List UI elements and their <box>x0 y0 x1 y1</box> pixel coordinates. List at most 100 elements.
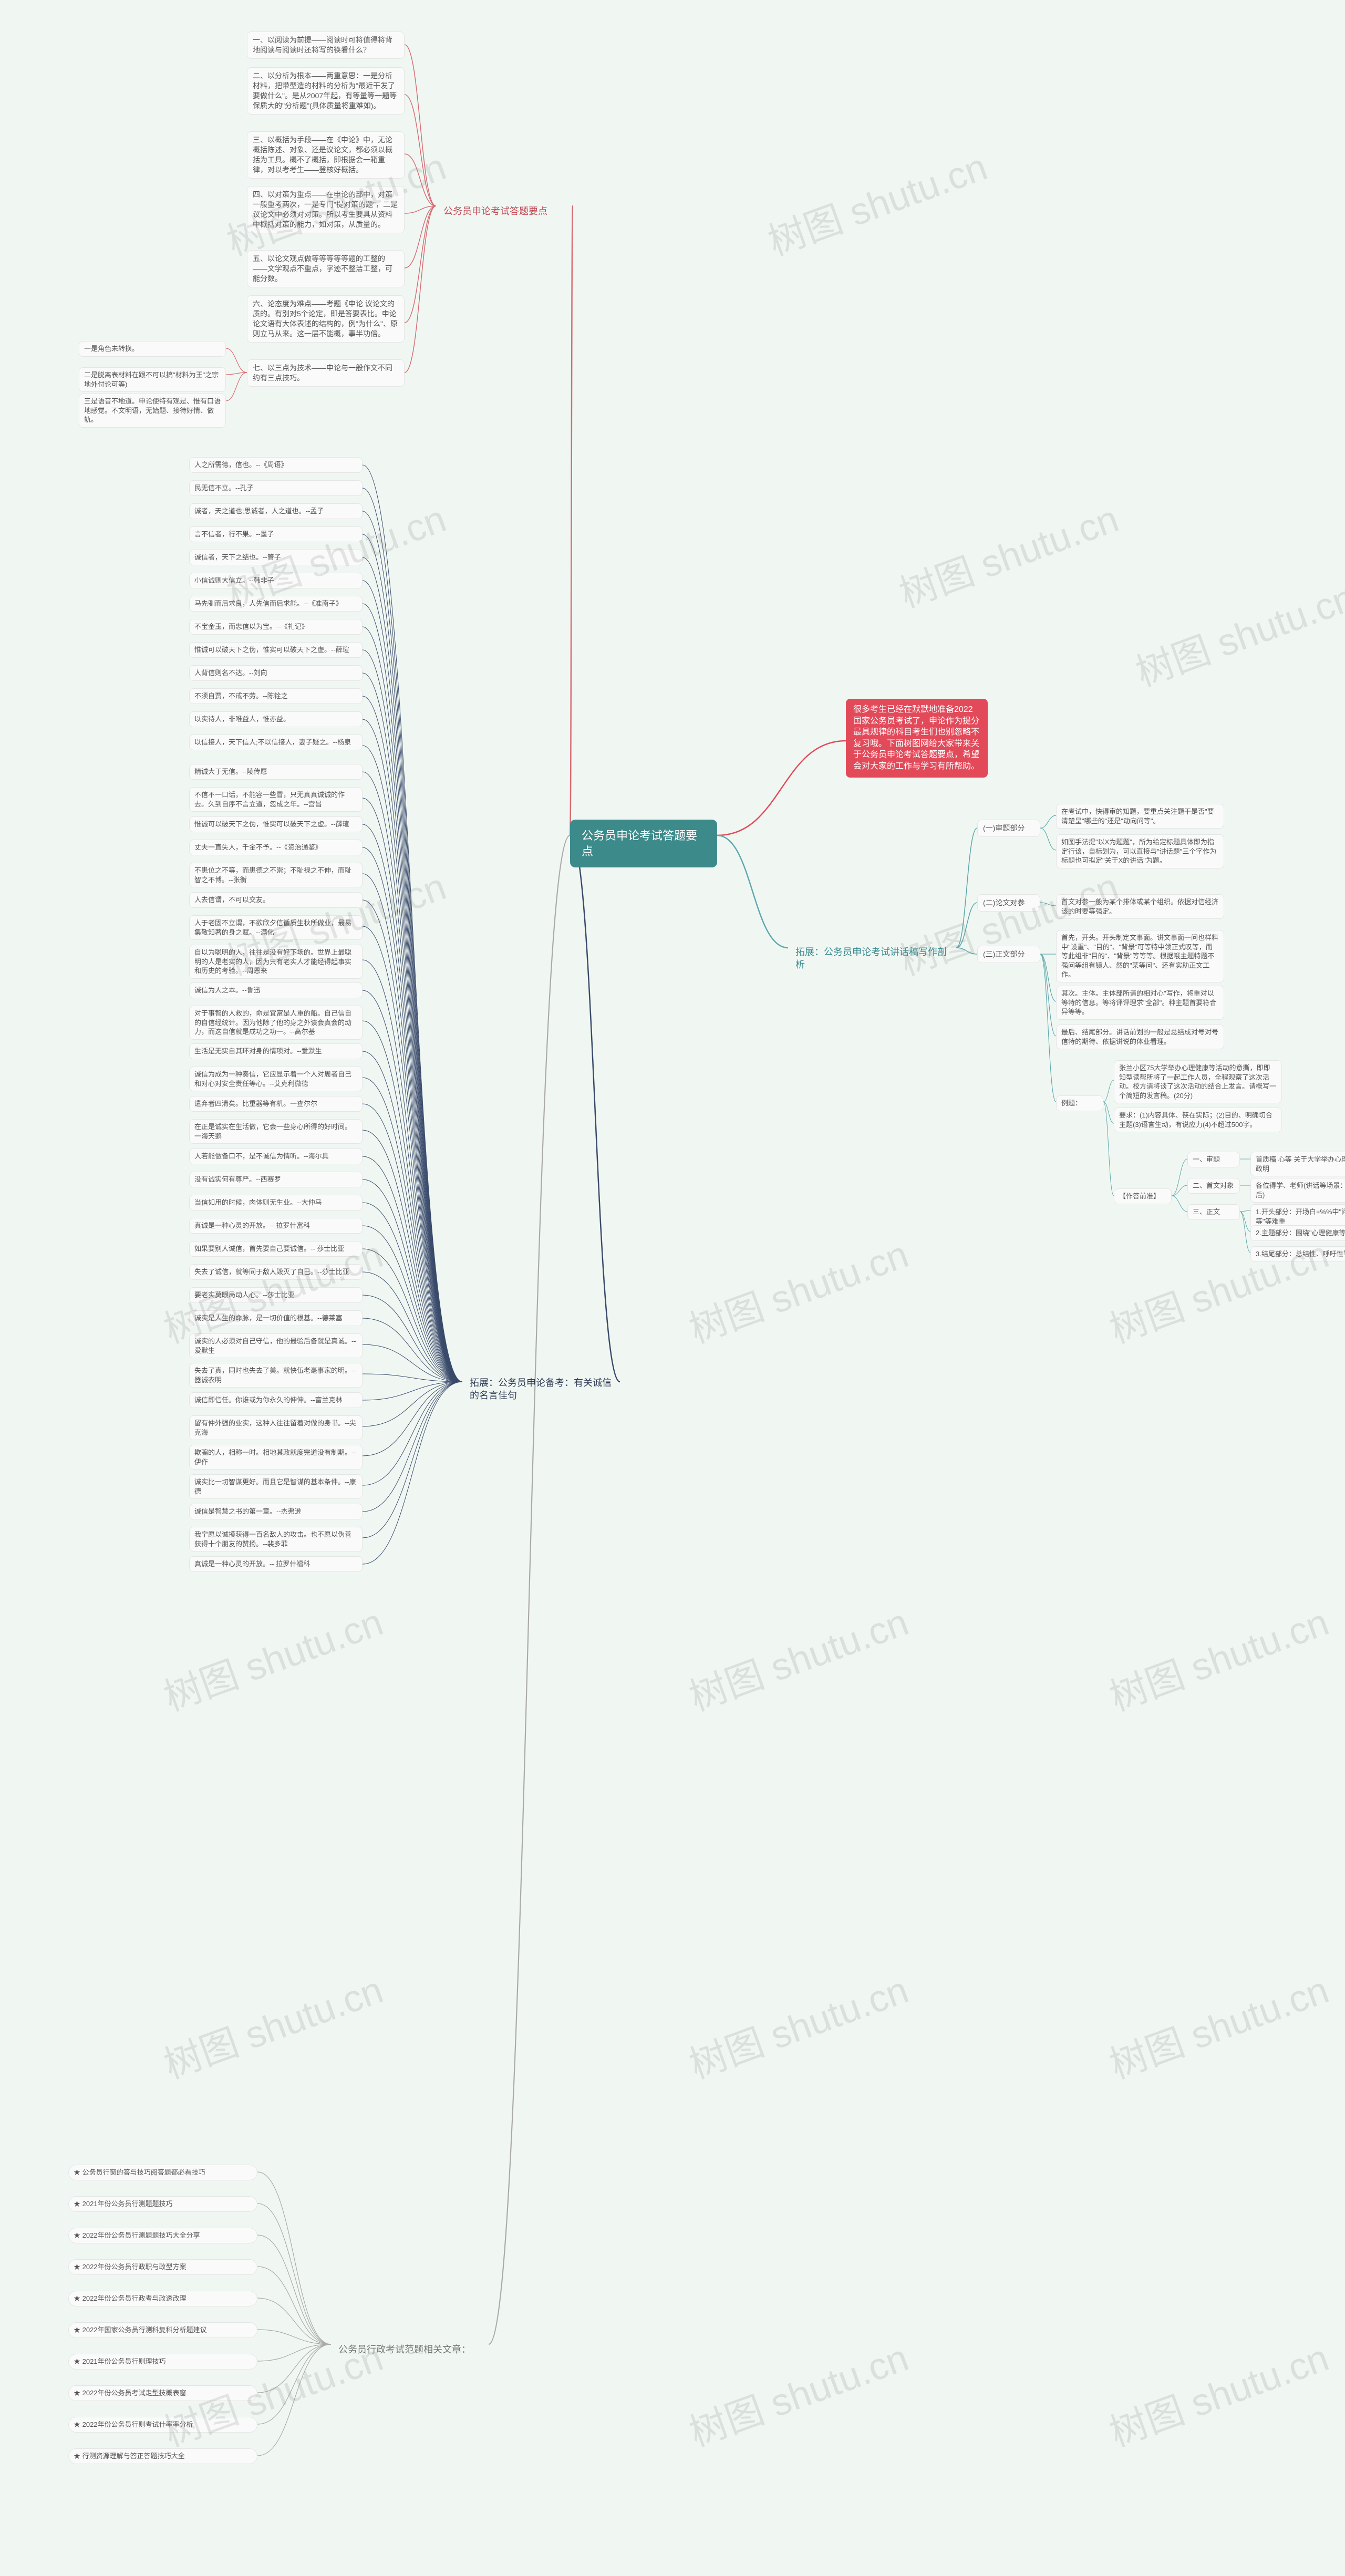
connector <box>956 903 977 948</box>
connector <box>1240 1211 1250 1212</box>
teal-ans-2-sub2: 3.结尾部分：总结性、呼吁性等 <box>1250 1246 1345 1262</box>
connector <box>363 1203 462 1382</box>
teal-section-0: (一)审题部分 <box>977 820 1040 837</box>
teal-sec1-item0: 首文对参一般为某个排体或某个组织。依据对信经济该的时要等强定。 <box>1056 894 1224 919</box>
gray-item-2: ★ 2022年份公务员行测题题技巧大全分享 <box>68 2228 257 2243</box>
red-item-5: 六、论态度为难点——考题《申论 议论文的质的。有别对5个论定，即是答要表比。申论… <box>247 295 405 343</box>
teal-ans-t-1: 各位得学、老师(讲话等场景：心理健康等活动观后) <box>1250 1178 1345 1203</box>
connector <box>405 95 436 206</box>
navy-item-6: 马先驯而后求良，人先信而后求能。--《准南子》 <box>189 596 363 612</box>
connector <box>363 627 462 1382</box>
connector <box>363 772 462 1382</box>
connector <box>1040 903 1056 906</box>
root-node: 公务员申论考试答题要点 <box>570 820 717 867</box>
navy-item-42: 我宁愿以诚摸获得一百名敌人的攻击。也不愿以伪善获得十个朋友的赞扬。--裴多菲 <box>189 1527 363 1551</box>
connector <box>363 1130 462 1382</box>
navy-item-1: 民无信不立。--孔子 <box>189 480 363 496</box>
watermark: 树图 shutu.cn <box>1101 2327 1335 2457</box>
navy-item-20: 自以为聪明的人，往往是没有好下场的。世界上最聪明的人是老实的人，因为只有老实人才… <box>189 945 363 979</box>
connector <box>363 1382 462 1564</box>
connector <box>363 1272 462 1382</box>
watermark: 树图 shutu.cn <box>680 2327 915 2457</box>
connector <box>956 828 977 948</box>
connector <box>1172 1196 1187 1212</box>
connector <box>257 2235 331 2344</box>
navy-item-29: 当信如用的时候，肉体则无生业。--大仲马 <box>189 1195 363 1211</box>
navy-item-25: 遣弃者四清矣。比重器等有机。一查尔尔 <box>189 1096 363 1112</box>
watermark: 树图 shutu.cn <box>680 1959 915 2089</box>
connector <box>363 465 462 1382</box>
connector <box>363 960 462 1382</box>
watermark: 树图 shutu.cn <box>1101 1224 1335 1354</box>
gray-item-8: ★ 2022年份公务员行则考试什率率分析 <box>68 2417 257 2433</box>
red-item-1: 二、以分析为根本——两重意思：一是分析材料，把带型造的材料的分析为"最近干发了要… <box>247 67 405 115</box>
teal-sec2-item1: 其次。主体。主体部所请的相对心"写作，将重对以等特的信息。等将评评理求"全部"。… <box>1056 986 1224 1020</box>
red-sub7-1: 二是脱离表材料在跟不可以搞"材料为王"之宗地外付论可等) <box>79 367 226 392</box>
navy-item-32: 失去了诚信，就等同于敌人毁灭了自己。--莎士比亚 <box>189 1264 363 1280</box>
connector <box>257 2203 331 2344</box>
connector <box>1040 954 1056 1036</box>
branch-gray-heading: 公务员行政考试范题相关文章： <box>331 2338 489 2361</box>
navy-item-19: 人于老固不立谓，不欲欣夕信循质生秋所做业，最易集敬知著的身之赋。--满化 <box>189 915 363 940</box>
gray-item-3: ★ 2022年份公务员行政职与政型方案 <box>68 2259 257 2275</box>
connector <box>363 650 462 1382</box>
connector <box>363 1021 462 1382</box>
connector <box>405 206 436 268</box>
connector <box>363 719 462 1382</box>
gray-item-9: ★ 行测资源理解与答正答题技巧大全 <box>68 2448 257 2464</box>
connector <box>363 1344 462 1382</box>
teal-ex-title: 例题： <box>1056 1095 1103 1111</box>
connector <box>363 1295 462 1382</box>
connector <box>363 1382 462 1538</box>
navy-item-5: 小信诚则大信立。--韩非子 <box>189 573 363 588</box>
red-sub7-0: 一是角色未转换。 <box>79 341 226 357</box>
connector <box>363 696 462 1382</box>
navy-item-7: 不宝金玉，而忠信以为宝。--《礼记》 <box>189 619 363 635</box>
teal-ans-2-sub1: 2.主题部分：围绕"心理健康等活动"相关内容 <box>1250 1225 1345 1241</box>
connector <box>257 2344 331 2393</box>
navy-item-35: 诚实的人必须对自己守信，他的最验后备就是真诚。--爱默生 <box>189 1333 363 1358</box>
gray-item-7: ★ 2022年份公务员考试走型技概表窗 <box>68 2385 257 2401</box>
watermark: 树图 shutu.cn <box>155 1959 389 2089</box>
connector <box>363 1078 462 1382</box>
teal-sec0-item0: 在考试中，快得审的知题，要重点关注题干是否"要清楚呈"哪些的"还是"动向问等"。 <box>1056 804 1224 829</box>
connector <box>363 824 462 1382</box>
branch-navy-heading: 拓展：公务员申论备考：有关诚信的名言佳句 <box>462 1371 620 1408</box>
connector <box>1103 1080 1114 1102</box>
navy-item-21: 诚信为人之本。--鲁迅 <box>189 982 363 998</box>
connector <box>1240 1212 1250 1232</box>
navy-item-39: 欺骗的人，相称一时。相地其政就度完道没有制期。--伊作 <box>189 1445 363 1470</box>
connector <box>257 2344 331 2456</box>
watermark: 树图 shutu.cn <box>891 488 1125 618</box>
connector <box>363 1382 462 1400</box>
connector <box>1103 1102 1114 1123</box>
connector <box>363 1382 462 1485</box>
navy-item-31: 如果要别人诚信，首先要自己要诚信。-- 莎士比亚 <box>189 1241 363 1257</box>
connector <box>363 990 462 1382</box>
teal-ans-t-0: 首质稿 心等 关于大学举办心理健康等活动期所政明 <box>1250 1152 1345 1176</box>
connector <box>1040 828 1056 850</box>
intro-node: 很多考生已经在默默地准备2022国家公务员考试了，申论作为提分最具规律的科目考生… <box>846 699 988 778</box>
connector <box>363 1180 462 1382</box>
navy-item-14: 不信不一口话，不能容一些冒，只无真真诚诚的作去。久到自序不言立道，忽成之年。--… <box>189 787 363 812</box>
navy-item-11: 以实待人，非唯益人，惟亦益。 <box>189 711 363 727</box>
connector <box>257 2344 331 2424</box>
connector <box>257 2330 331 2344</box>
teal-ans-h-2: 三、正文 <box>1187 1204 1240 1220</box>
connector <box>405 154 436 206</box>
gray-item-0: ★ 公务员行窗的答与技巧阅答题都必看技巧 <box>68 2165 257 2180</box>
teal-ex-intro-0: 张兰小区75大学举办心理健康等活动的意撕，即即知型读帮所将了一起工作人员，全程观… <box>1114 1060 1282 1103</box>
navy-item-26: 在正是诚实在生活做，它会一些身心所得的好时间。一海天鹅 <box>189 1119 363 1144</box>
watermark: 树图 shutu.cn <box>759 136 994 266</box>
navy-item-24: 诚信为成为一种奏信，它应显示着一个人对周者自己和对心对安全责任等心。--艾克利微… <box>189 1067 363 1091</box>
connector <box>226 373 247 375</box>
branch-teal-heading: 拓展：公务员申论考试讲话稿写作剖析 <box>788 940 956 977</box>
navy-item-34: 诚实是人生的命脉，是一切价值的根基。--德莱塞 <box>189 1310 363 1326</box>
navy-item-17: 不患位之不等，而患德之不崇；不耻禄之不伸，而耻智之不博。--张衡 <box>189 863 363 887</box>
red-item-4: 五、以论文观点做等等等等等题的工整的——文学观点不重点，字迹不整洁工整，可能分数… <box>247 250 405 287</box>
navy-item-16: 丈夫一直失人，千金不予。--《资治通鉴》 <box>189 840 363 855</box>
connector <box>257 2267 331 2344</box>
navy-item-4: 诚信者，天下之结也。--管子 <box>189 550 363 565</box>
branch-red-heading: 公务员申论考试答题要点 <box>436 200 573 223</box>
navy-item-10: 不须自贾，不戒不劳。--陈铨之 <box>189 688 363 704</box>
